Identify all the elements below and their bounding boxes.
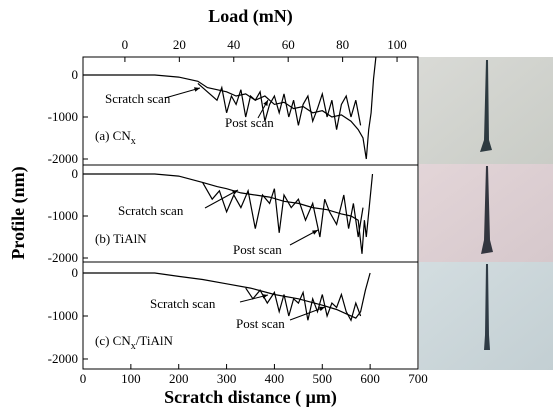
y-tick-label: -2000 xyxy=(48,250,78,265)
annotation-arrow xyxy=(204,189,239,209)
y-tick-label: 0 xyxy=(72,67,79,82)
arrow-head xyxy=(232,190,238,195)
x-tick-label: 700 xyxy=(408,371,428,386)
annotation: Scratch scan xyxy=(105,91,171,106)
y-tick-label: -1000 xyxy=(48,109,78,124)
profile-line xyxy=(83,173,374,254)
x-tick-label: 400 xyxy=(265,371,285,386)
annotation: Post scan xyxy=(225,115,274,130)
scratch-track xyxy=(480,60,492,152)
profile-line xyxy=(83,56,377,160)
plot-frame xyxy=(82,56,419,166)
y-tick-label: -2000 xyxy=(48,351,78,366)
panel-label-tail: /TiAlN xyxy=(136,333,174,348)
top-tick-label: 60 xyxy=(282,37,295,52)
profile-line xyxy=(197,82,362,130)
y-tick-label: 0 xyxy=(72,265,79,280)
y-tick-label: 0 xyxy=(72,166,79,181)
top-tick-label: 80 xyxy=(336,37,349,52)
arrow-head xyxy=(312,230,318,235)
panel-label-sub: x xyxy=(131,341,136,352)
arrow-head xyxy=(263,100,268,106)
x-tick-label: 300 xyxy=(217,371,237,386)
x-tick-label: 600 xyxy=(360,371,380,386)
annotation-arrow xyxy=(289,306,326,321)
panel-label: (b) TiAlN xyxy=(95,231,147,246)
x-tick-label: 500 xyxy=(313,371,333,386)
y-tick-label: -2000 xyxy=(48,151,78,166)
annotation: Post scan xyxy=(236,316,285,331)
panel-label: (c) CNx/TiAlN xyxy=(95,333,173,352)
panel-label-text: (a) CN xyxy=(95,128,131,143)
profile-line xyxy=(83,272,371,319)
micrographs xyxy=(419,57,553,370)
y-tick-label: -1000 xyxy=(48,208,78,223)
x-tick-label: 100 xyxy=(121,371,141,386)
y-axis-title: Profile (nm) xyxy=(8,166,29,259)
x-tick-label: 200 xyxy=(169,371,189,386)
annotation: Post scan xyxy=(233,242,282,257)
top-tick-label: 20 xyxy=(173,37,186,52)
x-axis-title: Scratch distance ( μm) xyxy=(164,387,337,408)
y-tick-label: -1000 xyxy=(48,308,78,323)
top-tick-label: 0 xyxy=(122,37,129,52)
panel-label-sub: x xyxy=(131,136,136,147)
panel-label: (a) CNx xyxy=(95,128,136,147)
profile-line xyxy=(202,182,364,238)
panel-label-text: (b) TiAlN xyxy=(95,231,147,246)
profile-line xyxy=(245,287,362,322)
annotation-arrow xyxy=(164,87,201,99)
arrow-head xyxy=(194,87,200,92)
annotation: Scratch scan xyxy=(150,296,216,311)
top-tick-label: 100 xyxy=(387,37,407,52)
top-tick-label: 40 xyxy=(227,37,240,52)
scratch-track xyxy=(481,166,493,254)
top-axis-title: Load (mN) xyxy=(208,6,293,27)
scratch-track xyxy=(484,264,490,350)
panel-label-text: (c) CN xyxy=(95,333,131,348)
arrow-head xyxy=(319,306,325,312)
x-tick-label: 0 xyxy=(80,371,87,386)
annotation: Scratch scan xyxy=(118,203,184,218)
